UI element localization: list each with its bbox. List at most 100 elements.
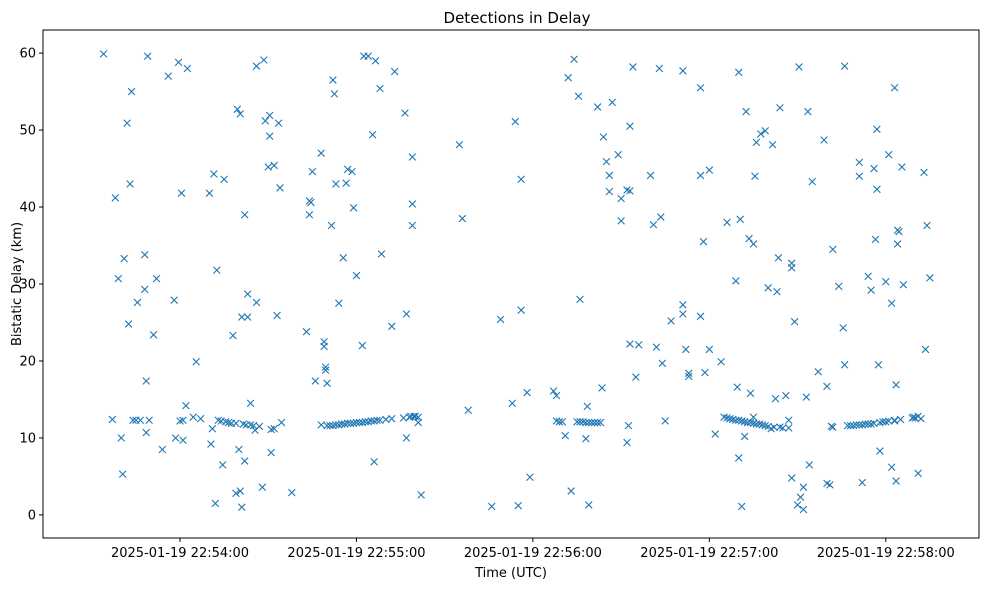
data-point — [352, 271, 361, 280]
data-point — [252, 298, 261, 307]
data-point — [761, 127, 770, 135]
data-point — [840, 62, 849, 70]
y-tick-label: 0 — [28, 508, 36, 523]
data-point — [829, 423, 837, 431]
data-point — [276, 183, 284, 192]
data-point — [790, 317, 799, 326]
data-point — [726, 414, 734, 423]
data-point — [402, 434, 411, 442]
data-point — [629, 63, 637, 71]
data-point — [593, 418, 602, 427]
x-tick-label: 2025-01-19 22:58:00 — [817, 546, 955, 561]
data-point — [317, 149, 325, 157]
data-point — [684, 372, 693, 381]
data-point — [705, 166, 714, 174]
data-point — [307, 198, 315, 207]
data-point — [720, 413, 728, 421]
data-point — [737, 417, 746, 425]
chart-title: Detections in Delay — [444, 9, 591, 27]
data-point — [892, 477, 900, 485]
x-tick-label: 2025-01-19 22:54:00 — [111, 546, 249, 561]
data-point — [348, 167, 356, 176]
data-point — [890, 83, 899, 92]
data-point — [170, 296, 178, 304]
data-point — [214, 416, 223, 425]
data-point — [820, 136, 828, 144]
y-tick-label: 40 — [19, 201, 36, 216]
data-point — [255, 422, 264, 431]
data-point — [258, 483, 267, 491]
data-point — [920, 168, 928, 177]
data-point — [805, 461, 814, 469]
data-point — [273, 311, 281, 320]
data-point — [784, 424, 793, 432]
data-point — [582, 418, 590, 427]
data-point — [736, 215, 745, 224]
data-point — [776, 103, 784, 112]
data-point — [487, 502, 496, 511]
data-point — [145, 416, 153, 425]
data-point — [696, 83, 705, 92]
data-point — [870, 164, 878, 173]
data-point — [770, 423, 778, 431]
data-point — [183, 64, 192, 73]
data-point — [308, 167, 317, 176]
data-point — [233, 105, 242, 114]
data-point — [917, 414, 925, 423]
data-point — [327, 221, 336, 230]
y-tick-label: 10 — [19, 431, 36, 446]
data-point — [270, 424, 278, 433]
data-point — [808, 177, 817, 186]
data-point — [265, 111, 274, 120]
data-point — [387, 322, 396, 331]
data-point — [874, 361, 883, 369]
data-point — [795, 63, 803, 71]
data-point — [179, 436, 187, 445]
data-point — [376, 84, 384, 93]
data-point — [843, 421, 852, 430]
data-point — [755, 420, 764, 428]
data-point — [737, 502, 746, 511]
data-point — [799, 505, 808, 514]
data-point — [626, 122, 634, 131]
data-point — [881, 277, 890, 286]
data-point — [855, 158, 864, 167]
data-point — [287, 488, 296, 497]
data-point — [583, 402, 592, 411]
data-point — [696, 171, 705, 180]
data-point — [329, 76, 337, 84]
data-point — [414, 413, 423, 421]
data-point — [402, 310, 411, 318]
data-point — [752, 138, 761, 147]
data-point — [829, 245, 837, 254]
data-point — [751, 172, 759, 181]
data-point — [140, 250, 149, 259]
data-point — [140, 285, 149, 294]
data-point — [414, 418, 423, 427]
data-point — [892, 381, 900, 389]
data-point — [573, 417, 581, 426]
data-point — [126, 180, 134, 188]
data-point — [896, 415, 905, 424]
data-point — [152, 274, 161, 283]
data-point — [514, 501, 522, 510]
data-point — [667, 317, 675, 325]
data-point — [417, 491, 425, 499]
data-point — [368, 130, 377, 139]
data-point — [370, 458, 378, 466]
data-point — [923, 221, 931, 230]
data-point — [311, 377, 320, 385]
data-point — [142, 377, 151, 385]
data-point — [661, 417, 670, 425]
data-point — [221, 417, 230, 426]
data-point — [574, 92, 583, 100]
data-point — [570, 55, 578, 64]
data-point — [408, 200, 417, 208]
data-point — [408, 221, 417, 230]
data-point — [246, 399, 255, 408]
data-point — [523, 388, 531, 397]
data-point — [236, 487, 245, 495]
data-point — [921, 345, 930, 354]
